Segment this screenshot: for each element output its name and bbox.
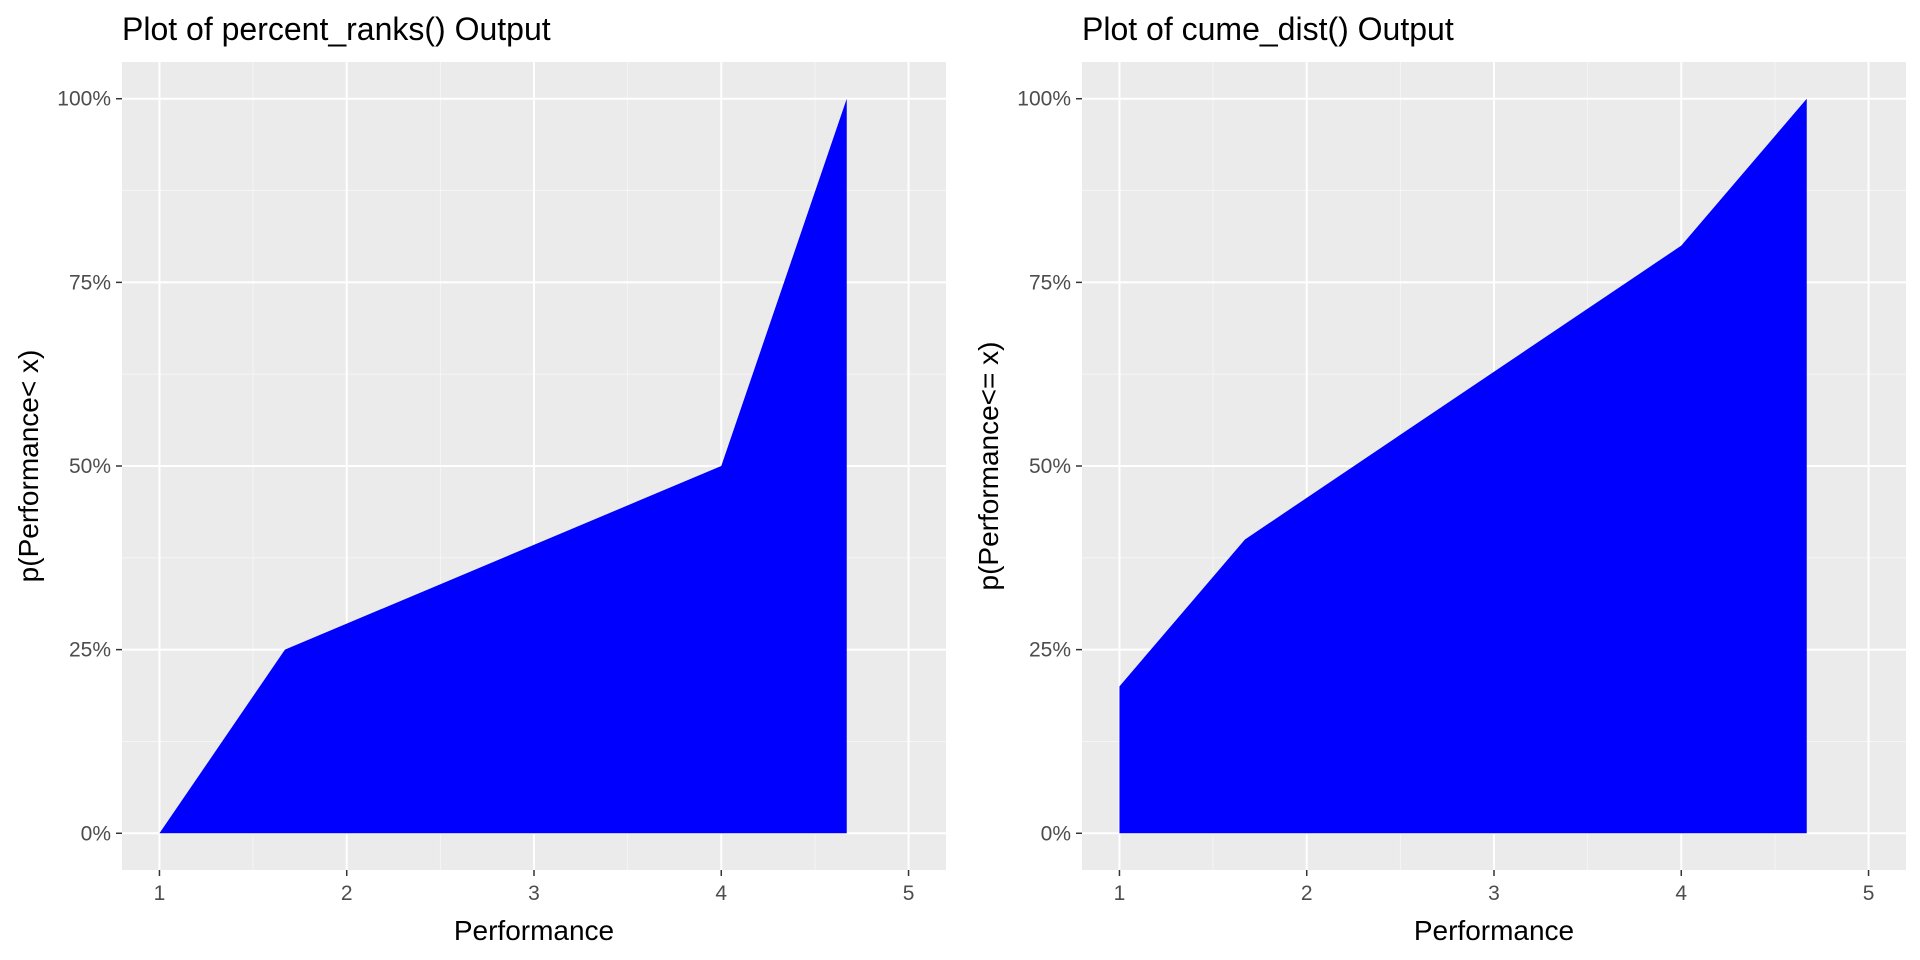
y-tick-label: 50% [1029,455,1071,478]
x-tick-label: 3 [528,882,540,905]
y-axis-title: p(Performance<= x) [973,342,1004,591]
x-tick-label: 4 [715,882,727,905]
x-tick-label: 1 [154,882,166,905]
y-tick-label: 75% [1029,271,1071,294]
x-tick-label: 1 [1114,882,1126,905]
y-tick-label: 100% [1017,88,1071,111]
x-axis-ticks: 1 2 3 4 5 [1114,870,1875,905]
chart-title: Plot of cume_dist() Output [1082,11,1454,47]
y-tick-label: 100% [57,88,111,111]
y-axis-ticks: 0% 25% 50% 75% 100% [57,88,122,845]
x-tick-label: 3 [1488,882,1500,905]
x-tick-label: 2 [1301,882,1313,905]
area-series [159,98,847,834]
y-tick-label: 50% [69,455,111,478]
y-axis-ticks: 0% 25% 50% 75% 100% [1017,88,1082,845]
x-tick-label: 5 [1863,882,1875,905]
y-tick-label: 75% [69,271,111,294]
x-tick-label: 2 [341,882,353,905]
chart-cume-dist: Plot of cume_dist() Output 0%25%50%75%10… [973,11,1906,946]
y-tick-label: 25% [69,639,111,662]
x-axis-ticks: 1 2 3 4 5 [154,870,915,905]
area-series [1119,98,1807,834]
y-tick-label: 0% [81,822,111,845]
x-axis-title: Performance [1414,915,1574,946]
chart-percent-ranks: Plot of percent_ranks() Output 0% 25% 50% 7… [13,11,946,946]
x-axis-title: Performance [454,915,614,946]
x-tick-label: 5 [903,882,915,905]
y-tick-label: 25% [1029,639,1071,662]
y-axis-title: p(Performance< x) [13,350,44,583]
x-tick-label: 4 [1675,882,1687,905]
y-tick-label: 0% [1041,822,1071,845]
chart-title: Plot of percent_ranks() Output [122,11,551,47]
